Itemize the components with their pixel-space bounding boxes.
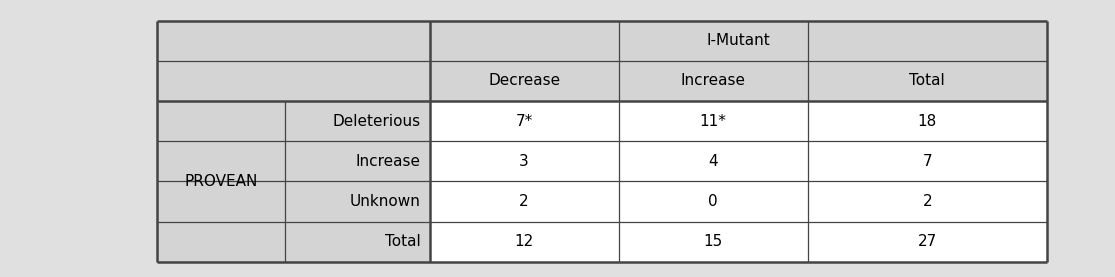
Text: Decrease: Decrease [488,73,560,88]
Text: Increase: Increase [681,73,746,88]
Text: Total: Total [910,73,946,88]
Bar [429,61,1047,101]
Text: 11*: 11* [700,114,727,129]
Text: 27: 27 [918,234,937,249]
Bar [429,101,1047,141]
Text: I-Mutant: I-Mutant [707,33,770,48]
Text: 2: 2 [922,194,932,209]
Text: PROVEAN: PROVEAN [184,174,258,189]
Bar [157,141,429,181]
Bar [157,20,429,101]
Bar [429,20,1047,61]
Text: Total: Total [385,234,420,249]
Text: Deleterious: Deleterious [332,114,420,129]
Text: 4: 4 [708,154,718,169]
Text: 15: 15 [704,234,723,249]
Bar [157,181,429,222]
Bar [429,222,1047,262]
Bar [429,141,1047,181]
Text: 0: 0 [708,194,718,209]
Bar [157,222,429,262]
Text: 7: 7 [922,154,932,169]
Text: 18: 18 [918,114,937,129]
Text: 12: 12 [514,234,534,249]
Text: 3: 3 [520,154,529,169]
Bar [157,101,429,141]
Text: 7*: 7* [515,114,533,129]
Bar [429,181,1047,222]
Text: Unknown: Unknown [350,194,420,209]
Text: Increase: Increase [356,154,420,169]
Text: 2: 2 [520,194,529,209]
